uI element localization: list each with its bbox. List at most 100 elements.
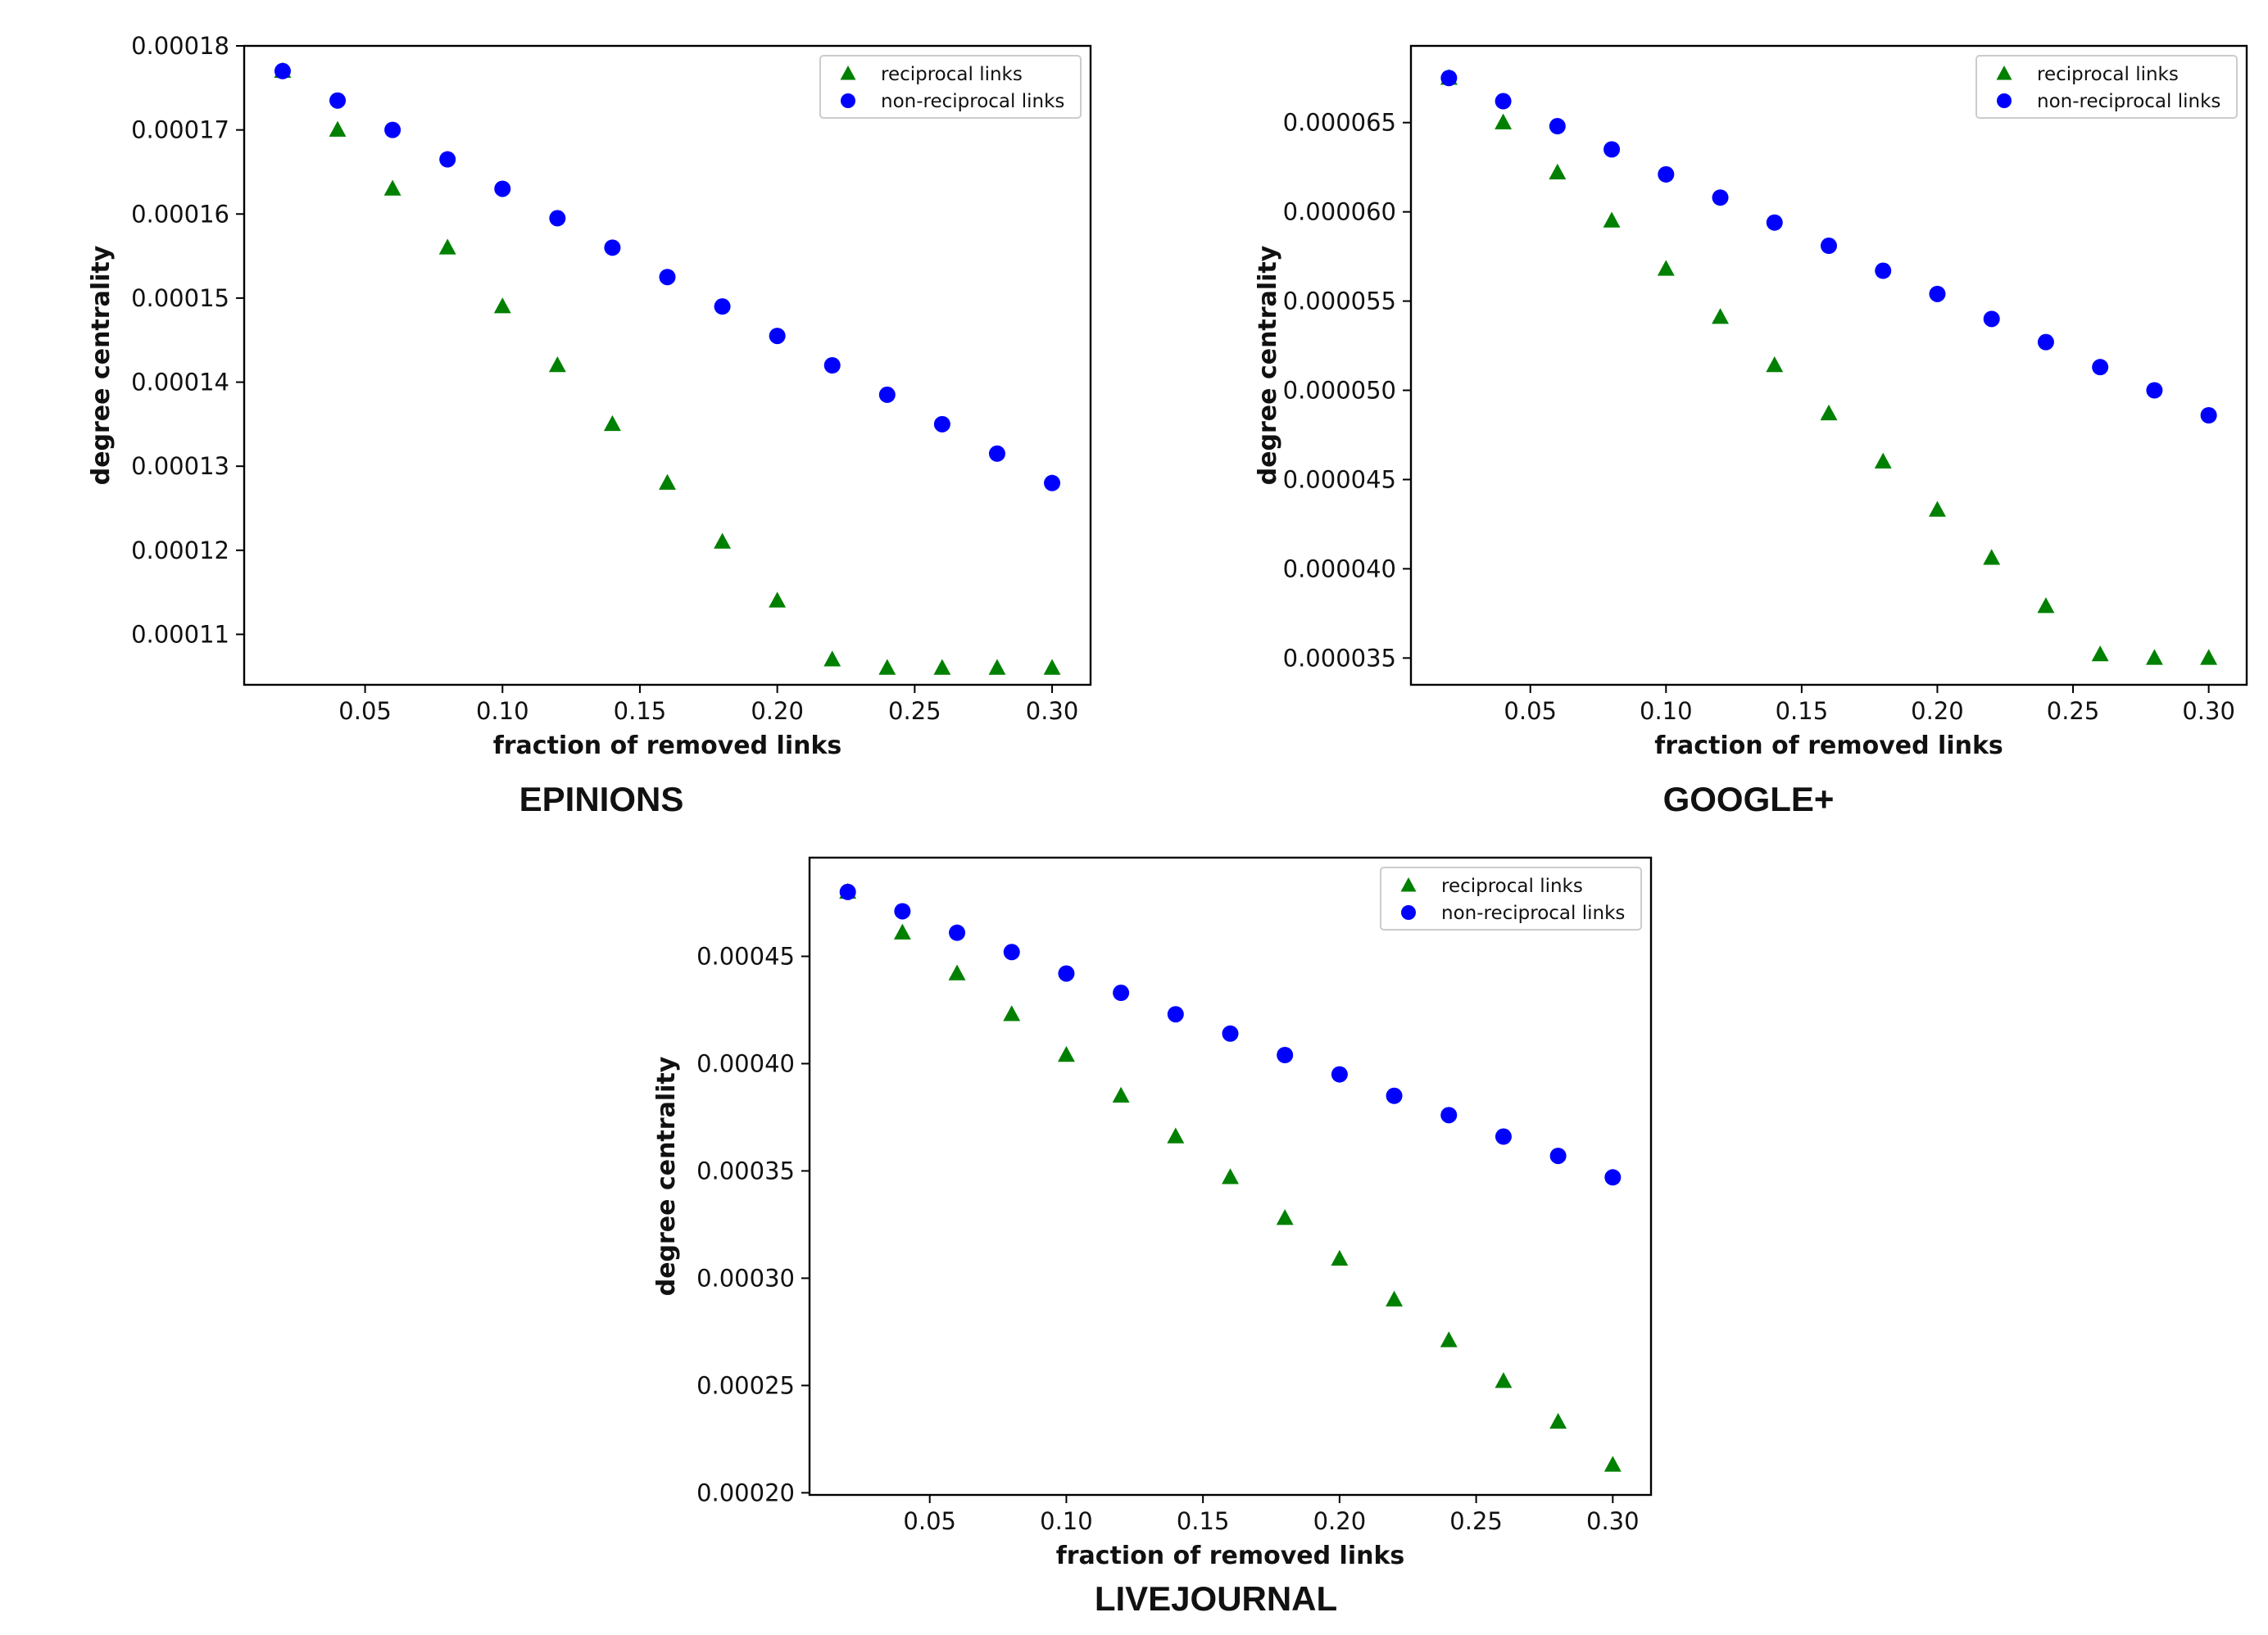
y-tick-label: 0.000060 — [1283, 198, 1396, 226]
reciprocal-point — [438, 238, 456, 255]
y-tick-label: 0.00016 — [131, 200, 229, 228]
reciprocal-point — [1003, 1005, 1021, 1021]
reciprocal-point — [1712, 308, 1729, 324]
reciprocal-point — [1495, 1372, 1513, 1388]
non-reciprocal-point — [494, 180, 511, 197]
non-reciprocal-point — [1929, 285, 1946, 302]
x-tick-label: 0.10 — [1040, 1507, 1093, 1535]
y-tick-label: 0.00030 — [696, 1264, 795, 1292]
non-reciprocal-point — [1222, 1025, 1239, 1042]
non-reciprocal-point — [2200, 407, 2217, 424]
y-tick-label: 0.000050 — [1283, 377, 1396, 405]
non-reciprocal-point — [2146, 382, 2163, 399]
reciprocal-point — [933, 659, 951, 675]
non-reciprocal-point — [549, 210, 566, 227]
reciprocal-point — [1331, 1249, 1349, 1266]
x-tick-label: 0.25 — [888, 697, 941, 725]
reciprocal-point — [548, 356, 566, 373]
x-tick-label: 0.15 — [1177, 1507, 1230, 1535]
non-reciprocal-point — [1495, 93, 1512, 110]
y-tick-label: 0.00013 — [131, 452, 229, 480]
reciprocal-point — [1603, 1456, 1622, 1472]
x-axis-label: fraction of removed links — [1056, 1542, 1405, 1570]
legend-label: non-reciprocal links — [881, 91, 1064, 112]
non-reciprocal-point — [1167, 1006, 1184, 1023]
non-reciprocal-point — [839, 883, 856, 900]
legend-triangle-marker — [840, 66, 856, 80]
non-reciprocal-point — [1331, 1066, 1348, 1083]
non-reciprocal-point — [1603, 141, 1621, 158]
reciprocal-point — [1549, 163, 1567, 179]
non-reciprocal-point — [1983, 310, 2000, 328]
legend: reciprocal links non-reciprocal links — [1975, 55, 2238, 119]
reciprocal-point — [1495, 113, 1513, 129]
panel-title: EPINIONS — [519, 780, 684, 818]
reciprocal-point — [1766, 356, 1784, 373]
legend-label: non-reciprocal links — [2037, 91, 2220, 112]
y-tick-label: 0.00035 — [696, 1157, 795, 1184]
reciprocal-point — [2145, 649, 2163, 665]
non-reciprocal-point — [1658, 165, 1675, 183]
x-tick-label: 0.30 — [1586, 1507, 1640, 1535]
legend-triangle-marker — [1400, 877, 1417, 892]
non-reciprocal-point — [1549, 118, 1566, 135]
reciprocal-point — [603, 414, 621, 432]
y-tick-label: 0.00011 — [131, 620, 229, 648]
reciprocal-point — [988, 659, 1006, 675]
x-tick-label: 0.10 — [476, 697, 529, 725]
legend-box — [1975, 55, 2238, 119]
non-reciprocal-point — [1549, 1148, 1567, 1165]
non-reciprocal-point — [894, 903, 911, 920]
y-tick-label: 0.00045 — [696, 942, 795, 970]
non-reciprocal-point — [1044, 474, 1061, 491]
non-reciprocal-point — [2037, 333, 2054, 351]
non-reciprocal-point — [878, 386, 896, 403]
y-tick-label: 0.000040 — [1283, 555, 1396, 582]
x-tick-label: 0.30 — [2182, 697, 2235, 725]
x-tick-label: 0.05 — [903, 1507, 956, 1535]
y-tick-label: 0.00017 — [131, 116, 229, 144]
reciprocal-point — [893, 923, 911, 940]
reciprocal-point — [2091, 645, 2109, 662]
non-reciprocal-point — [823, 357, 841, 374]
non-reciprocal-point — [659, 269, 676, 286]
x-tick-label: 0.25 — [2047, 697, 2100, 725]
y-tick-label: 0.00025 — [696, 1371, 795, 1399]
reciprocal-point — [1549, 1412, 1567, 1429]
non-reciprocal-point — [933, 415, 950, 433]
y-tick-label: 0.00015 — [131, 284, 229, 312]
non-reciprocal-point — [1875, 262, 1892, 279]
x-tick-label: 0.15 — [1776, 697, 1829, 725]
reciprocal-point — [329, 120, 347, 137]
legend-label: reciprocal links — [2037, 64, 2179, 85]
non-reciprocal-point — [1495, 1128, 1512, 1145]
non-reciprocal-point — [1712, 189, 1729, 206]
plot-area-frame — [808, 856, 1653, 1497]
y-tick-label: 0.00020 — [696, 1479, 795, 1506]
x-tick-label: 0.05 — [338, 697, 392, 725]
reciprocal-point — [878, 659, 896, 675]
non-reciprocal-point — [384, 121, 401, 138]
reciprocal-point — [1657, 260, 1675, 276]
plot-area-frame — [243, 44, 1092, 686]
x-tick-label: 0.20 — [751, 697, 804, 725]
x-axis-label: fraction of removed links — [1654, 731, 2003, 760]
non-reciprocal-point — [714, 298, 731, 315]
reciprocal-point — [1820, 404, 1838, 421]
reciprocal-point — [1167, 1127, 1185, 1144]
non-reciprocal-point — [949, 924, 966, 941]
y-tick-label: 0.00040 — [696, 1049, 795, 1077]
non-reciprocal-point — [1113, 985, 1130, 1002]
panel-title: GOOGLE+ — [1663, 780, 1835, 818]
non-reciprocal-point — [769, 328, 786, 345]
reciprocal-point — [1874, 452, 1892, 469]
legend-label: reciprocal links — [881, 64, 1023, 85]
y-tick-label: 0.000065 — [1283, 109, 1396, 137]
y-tick-label: 0.000035 — [1283, 644, 1396, 672]
reciprocal-point — [1112, 1086, 1130, 1103]
legend-circle-marker — [841, 93, 855, 108]
reciprocal-point — [2200, 649, 2218, 665]
reciprocal-point — [1222, 1168, 1239, 1184]
plot-area-frame — [1409, 44, 2248, 686]
